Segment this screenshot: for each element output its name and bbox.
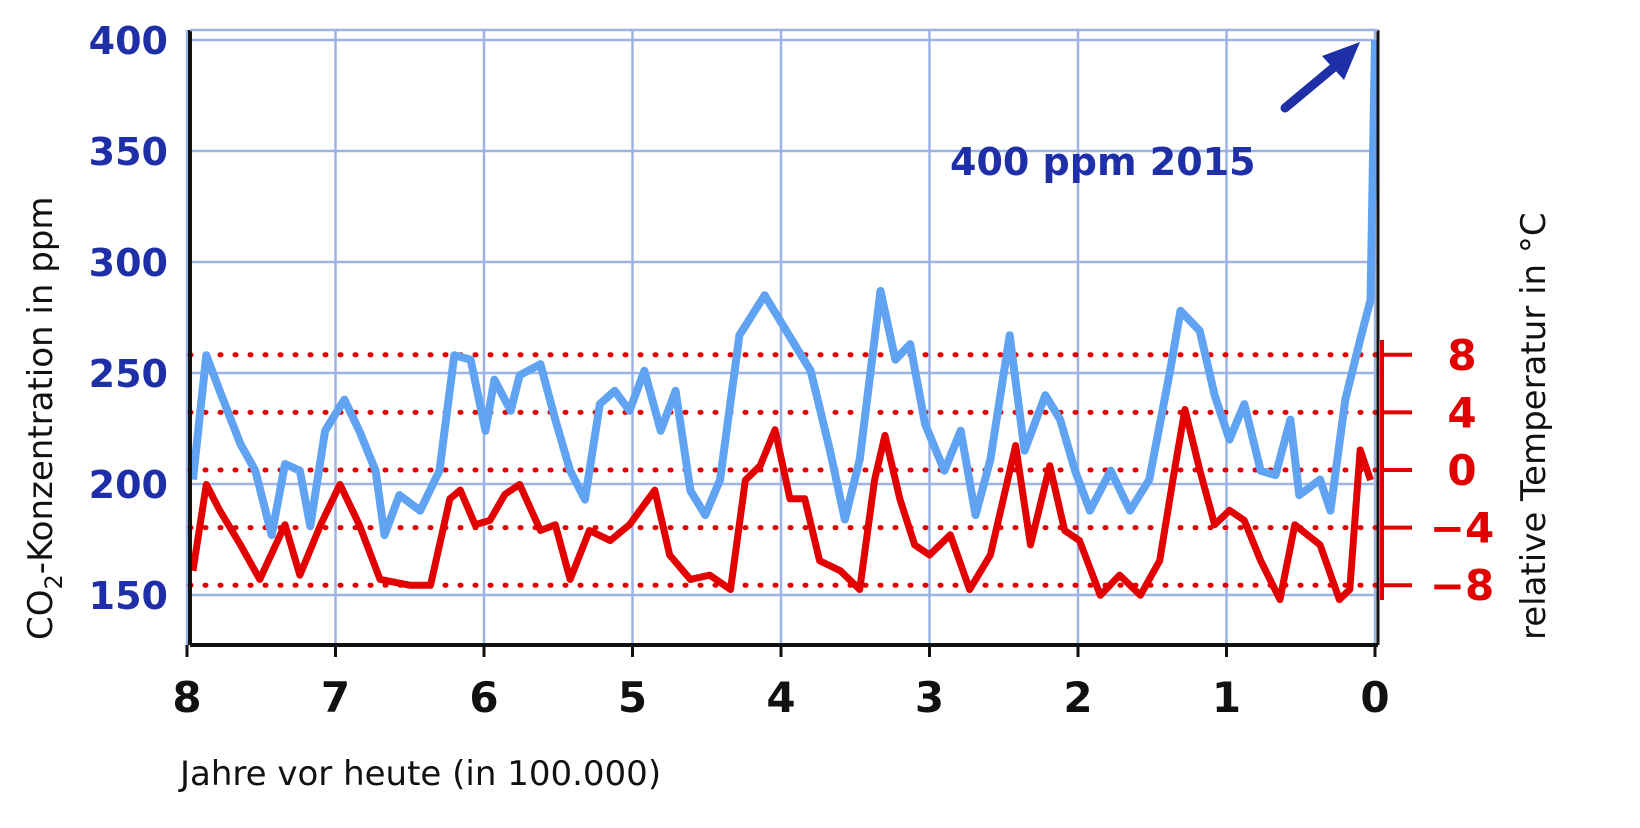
x-axis-label: Jahre vor heute (in 100.000) bbox=[178, 754, 661, 794]
x-tick-label: 2 bbox=[1063, 673, 1092, 722]
y2-tick-label: 0 bbox=[1447, 446, 1476, 495]
x-tick-label: 1 bbox=[1212, 673, 1241, 722]
y-tick-label: 400 bbox=[89, 19, 168, 63]
co2-line bbox=[188, 39, 1379, 540]
x-tick-label: 3 bbox=[915, 673, 944, 722]
y2-tick-label: 4 bbox=[1447, 388, 1476, 437]
y2-tick-label: −8 bbox=[1430, 561, 1494, 610]
plot-frame bbox=[185, 28, 1412, 657]
y2-tick-label: 8 bbox=[1447, 331, 1476, 380]
annotation-400ppm: 400 ppm 2015 bbox=[950, 140, 1256, 184]
y-tick-label: 350 bbox=[89, 130, 168, 174]
series-lines bbox=[188, 39, 1379, 604]
x-tick-label: 7 bbox=[321, 673, 350, 722]
temperature-line bbox=[189, 406, 1374, 604]
y-axis-label: CO2-Konzentration in ppm bbox=[21, 197, 68, 641]
y-tick-label: 150 bbox=[89, 574, 168, 618]
y2-tick-label: −4 bbox=[1430, 504, 1494, 553]
x-tick-label: 0 bbox=[1360, 673, 1389, 722]
tick-labels: 8 7 6 5 4 3 2 1 0 400 350 300 250 200 150 8 4 0 −4 −8 bbox=[89, 19, 1495, 722]
x-tick-label: 4 bbox=[766, 673, 795, 722]
x-tick-label: 6 bbox=[469, 673, 498, 722]
x-tick-label: 8 bbox=[172, 673, 201, 722]
y2-axis-label: relative Temperatur in °C bbox=[1514, 212, 1554, 640]
y-tick-label: 200 bbox=[89, 463, 168, 507]
y-tick-label: 300 bbox=[89, 241, 168, 285]
x-tick-label: 5 bbox=[618, 673, 647, 722]
arrow-icon bbox=[1280, 42, 1360, 113]
y-tick-label: 250 bbox=[89, 352, 168, 396]
